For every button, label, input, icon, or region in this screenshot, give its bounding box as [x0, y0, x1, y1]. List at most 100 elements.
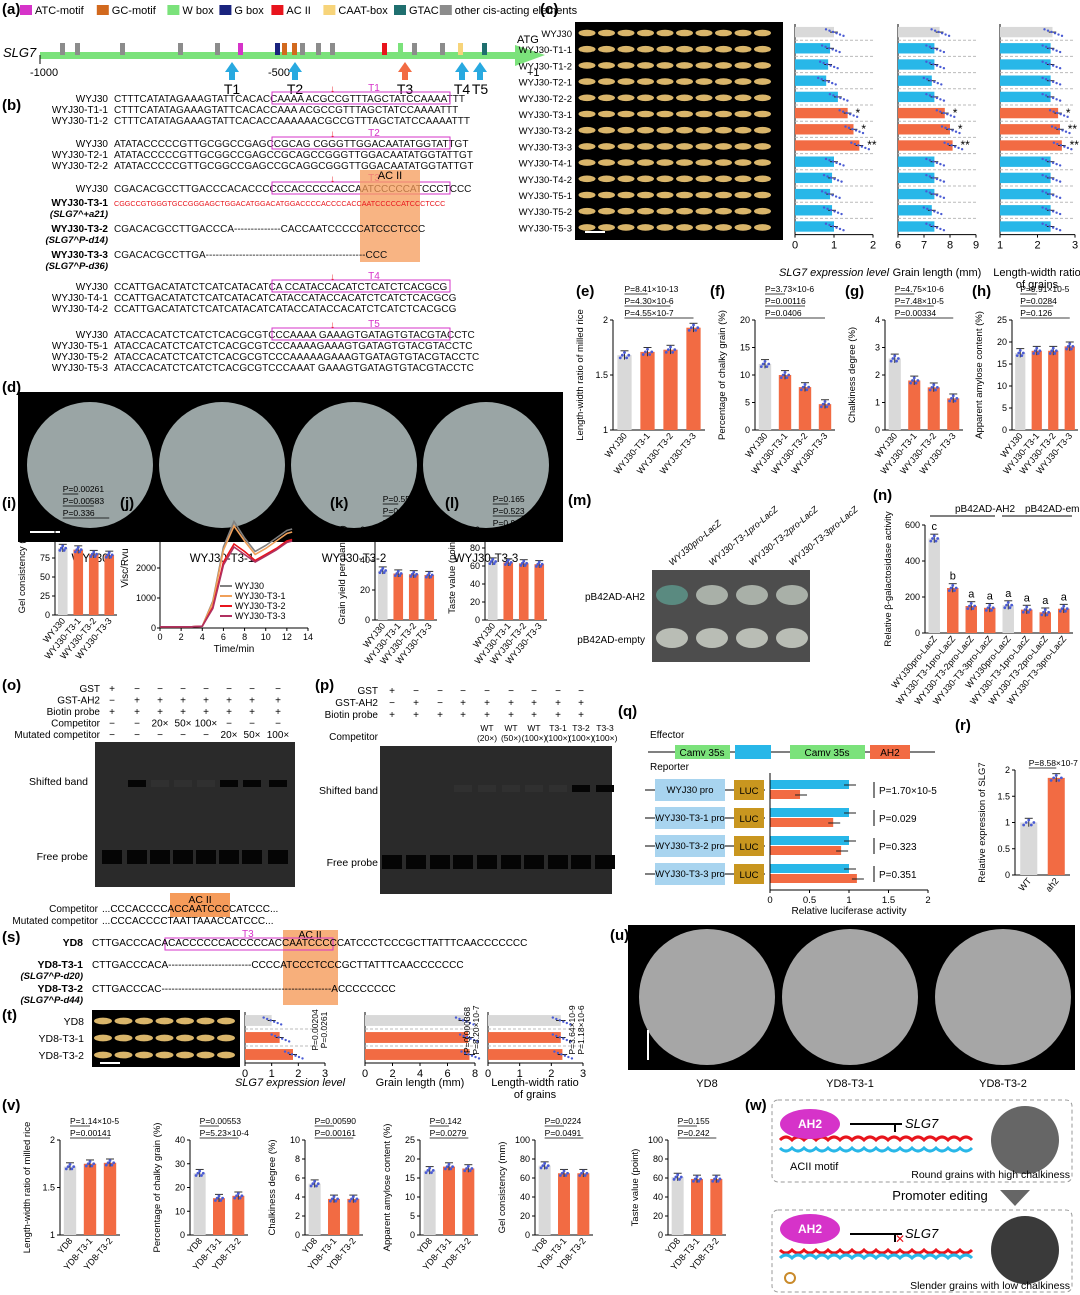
cell-value: + [413, 710, 419, 721]
grain [155, 1034, 174, 1042]
y-tick-label: 20 [360, 585, 370, 595]
y-tick-label: 0 [45, 610, 50, 620]
promoter-editing-label: Promoter editing [892, 1188, 987, 1203]
data-point [562, 1169, 566, 1173]
data-point [1054, 349, 1058, 353]
grain [637, 94, 654, 102]
competitor-name: WT [527, 723, 540, 733]
group-label: pB42AD-empty [1025, 504, 1080, 515]
acii-label: AC II [378, 170, 402, 182]
reporter-label: Reporter [650, 762, 690, 773]
y-axis-label: Gel consistency (mm) [497, 1142, 508, 1234]
promoter-label: WYJ30-T3-2 pro [655, 841, 725, 852]
p-value: P=0.242 [678, 1128, 710, 1138]
data-point [1018, 348, 1022, 352]
sequence: ATACCACATCTCATCTCACGCGTCCCAAAT GAAAGTGAT… [114, 363, 474, 374]
sequence: ATATACCCCCGTTGCGGCCGAGCCGCAGCCGGGTTGGACA… [114, 150, 473, 161]
bar [488, 1049, 563, 1060]
bar [365, 1049, 470, 1060]
data-point [424, 1171, 428, 1175]
data-point [824, 28, 828, 31]
data-point [949, 586, 953, 590]
competitor-amount: (100×) [522, 733, 547, 743]
data-point [1057, 33, 1060, 36]
grain [176, 1017, 194, 1025]
data-point [842, 98, 846, 101]
data-point [1022, 823, 1026, 827]
bar [663, 349, 678, 430]
competitor-amount: (20×) [477, 733, 497, 743]
y-tick-label: 4 [295, 1192, 300, 1202]
cell-value: + [180, 696, 186, 707]
grain [637, 29, 654, 37]
target-arrow [225, 62, 239, 80]
data-point [820, 190, 824, 193]
ah2-label: AH2 [798, 1117, 822, 1131]
data-point [1042, 610, 1045, 614]
seq-name: WYJ30-T1-1 [52, 105, 109, 116]
bar [1000, 140, 1062, 151]
sequence: CTTTCATATAGAAAGTATTCACACCAAAA ACGCCGTTTA… [114, 94, 465, 105]
data-point [488, 562, 492, 566]
data-point [827, 80, 830, 84]
free-band [150, 850, 170, 864]
data-point [767, 362, 771, 366]
x-tick-label: 1 [517, 1068, 523, 1080]
bar [63, 1166, 77, 1235]
legend-label: ATC-motif [35, 5, 85, 17]
panel-label-t: (t) [2, 1007, 17, 1024]
data-point [986, 606, 990, 610]
y-tick-label: 2 [295, 1211, 300, 1221]
data-point [1041, 60, 1044, 63]
data-point [831, 30, 835, 34]
gene-label: SLG7 [905, 1226, 939, 1241]
grain [114, 1017, 133, 1025]
bar [104, 554, 115, 615]
data-point [1048, 46, 1051, 50]
data-point [217, 1194, 221, 1198]
data-point [569, 1023, 572, 1026]
grain [695, 78, 713, 85]
free-band [219, 850, 239, 864]
cell-value: − [157, 730, 163, 741]
y-axis-label: Percentage of chalky grain (%) [152, 1123, 163, 1253]
grain [676, 159, 693, 166]
y-tick-label: 100 [648, 1135, 663, 1145]
line-label: WYJ30-T3-1 [519, 110, 572, 121]
bottom-caption: Slender grains with low chalkiness [910, 1280, 1070, 1292]
line-label: WYJ30-T4-2 [519, 175, 572, 186]
chart-j: 0 2 4 6 8 10 12 14 0 1000 2000 3000 4000 Time/min Visc… [120, 503, 313, 655]
data-point [828, 159, 831, 162]
y-tick-label: 2 [1005, 765, 1010, 775]
grain [637, 126, 654, 134]
cell-value: − [109, 719, 115, 730]
x-axis-label: of grains [514, 1089, 557, 1101]
free-band [242, 850, 262, 864]
x-axis-label: Grain length (mm) [376, 1077, 465, 1089]
grain [656, 126, 674, 134]
data-point [378, 571, 382, 575]
cis-element [60, 43, 65, 55]
y-tick-label: 0 [525, 1230, 530, 1240]
data-point [926, 78, 929, 81]
data-point [929, 208, 932, 212]
category-label: ah2 [1043, 876, 1060, 894]
data-point [1044, 223, 1048, 227]
ah2-box [870, 745, 910, 759]
sequence: CTTGACCCACACACCCCCCACCCCCACCAATCCCCCATCC… [92, 938, 527, 949]
data-point [1044, 78, 1048, 81]
y-tick-label: 0 [745, 425, 750, 435]
grain [754, 224, 771, 231]
data-point [1053, 32, 1057, 35]
grain [715, 224, 732, 231]
y-tick-label: 400 [905, 556, 920, 566]
data-point [1050, 30, 1053, 34]
data-point [828, 92, 832, 96]
data-point [951, 584, 955, 587]
y-tick-label: 10 [405, 1192, 415, 1202]
x-tick-label: 0 [767, 895, 772, 906]
target-label: T2 [287, 81, 304, 97]
seq-name: WYJ30 [76, 282, 109, 293]
grain [734, 191, 752, 199]
data-point [64, 546, 68, 550]
